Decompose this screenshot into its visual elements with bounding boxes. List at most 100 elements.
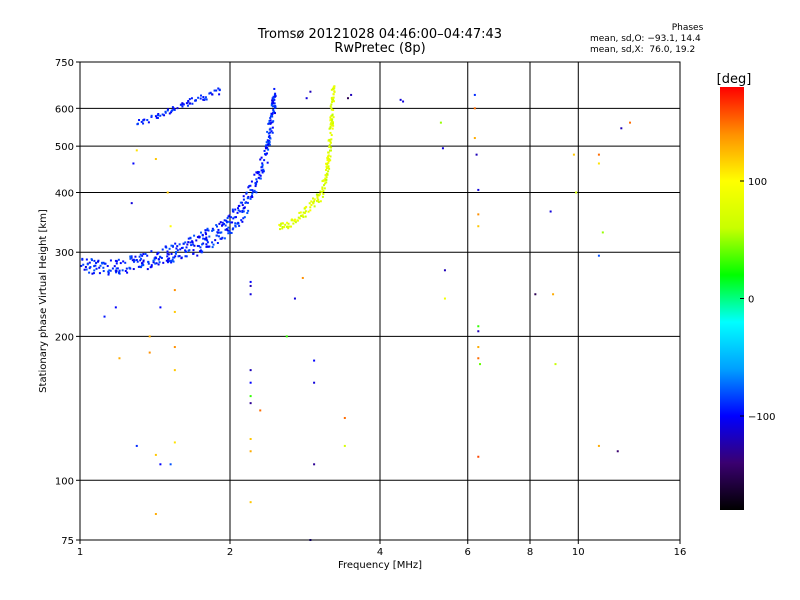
x-mode-point <box>292 222 295 225</box>
o-mode-point <box>147 260 150 263</box>
x-mode-point <box>329 125 332 128</box>
x-mode-point <box>321 180 324 183</box>
o-mode-point <box>85 268 88 271</box>
o-mode-point <box>159 255 162 258</box>
o-mode-point <box>257 176 260 179</box>
echo-points <box>80 85 632 541</box>
scatter-point <box>477 346 480 349</box>
o-mode-point <box>215 234 218 237</box>
o-mode-point <box>254 183 257 186</box>
o-mode-point <box>258 177 261 180</box>
x-mode-point <box>330 88 333 91</box>
o-mode-point <box>172 260 175 263</box>
o-mode-point <box>80 264 83 267</box>
o-mode-point <box>227 215 230 218</box>
o-mode-point <box>251 196 254 199</box>
o-mode-point <box>84 265 87 268</box>
o-mode-point <box>271 121 274 124</box>
x-mode-point <box>321 187 324 190</box>
o-mode-point <box>197 235 200 238</box>
o-mode-point <box>189 102 192 105</box>
o-mode-point <box>182 242 185 245</box>
o-mode-point <box>190 97 193 100</box>
o-mode-point <box>175 247 178 250</box>
o-mode-point <box>206 245 209 248</box>
x-mode-point <box>332 87 335 90</box>
o-mode-point <box>242 210 245 213</box>
o-mode-point <box>136 122 139 125</box>
x-mode-point <box>330 124 333 127</box>
scatter-point <box>259 409 262 412</box>
x-mode-point <box>322 179 325 182</box>
o-mode-point <box>201 243 204 246</box>
o-mode-point <box>221 224 224 227</box>
o-mode-point <box>190 244 193 247</box>
x-mode-point <box>327 154 330 157</box>
o-mode-point <box>217 87 220 90</box>
o-mode-point <box>98 272 101 275</box>
o-mode-point <box>156 116 159 119</box>
o-mode-point <box>181 105 184 108</box>
o-mode-point <box>197 96 200 99</box>
o-mode-point <box>250 180 253 183</box>
o-mode-point <box>157 263 160 266</box>
x-mode-point <box>330 134 333 137</box>
o-mode-point <box>109 259 112 262</box>
x-mode-point <box>288 225 291 228</box>
o-mode-point <box>193 234 196 237</box>
o-mode-point <box>178 243 181 246</box>
x-mode-point <box>313 198 316 201</box>
o-mode-point <box>203 237 206 240</box>
scatter-point <box>313 381 316 384</box>
o-mode-point <box>138 119 141 122</box>
o-mode-point <box>255 178 258 181</box>
x-axis: 1 2 4 6 8 10 16 <box>77 540 686 558</box>
x-mode-point <box>302 216 305 219</box>
x-mode-point <box>327 151 330 154</box>
o-mode-point <box>268 119 271 122</box>
o-mode-point <box>152 259 155 262</box>
scatter-point <box>477 325 480 328</box>
scatter-point <box>554 363 557 366</box>
o-mode-point <box>174 255 177 258</box>
y-tick-label: 400 <box>55 188 74 199</box>
o-mode-point <box>253 190 256 193</box>
o-mode-point <box>101 262 104 265</box>
o-mode-point <box>173 108 176 111</box>
o-mode-point <box>147 121 150 124</box>
o-mode-point <box>265 141 268 144</box>
scatter-point <box>473 107 476 110</box>
o-mode-point <box>256 180 259 183</box>
o-mode-point <box>122 260 125 263</box>
x-mode-point <box>330 103 333 106</box>
x-mode-point <box>278 223 281 226</box>
scatter-point <box>575 191 578 194</box>
scatter-point <box>350 93 353 96</box>
x-mode-point <box>318 193 321 196</box>
x-mode-point <box>332 116 335 119</box>
x-mode-point <box>331 98 334 101</box>
o-mode-point <box>88 261 91 264</box>
o-mode-point <box>166 109 169 112</box>
o-mode-point <box>268 142 271 145</box>
scatter-point <box>309 90 312 93</box>
o-mode-point <box>146 119 149 122</box>
o-mode-point <box>211 229 214 232</box>
o-mode-point <box>102 270 105 273</box>
o-mode-point <box>274 106 277 109</box>
o-mode-point <box>219 231 222 234</box>
o-mode-point <box>239 201 242 204</box>
o-mode-point <box>264 153 267 156</box>
o-mode-point <box>267 132 270 135</box>
o-mode-point <box>270 113 273 116</box>
x-mode-point <box>327 170 330 173</box>
o-mode-point <box>130 256 133 259</box>
x-mode-point <box>329 159 332 162</box>
o-mode-point <box>116 267 119 270</box>
o-mode-point <box>184 250 187 253</box>
scatter-point <box>154 513 157 516</box>
o-mode-point <box>274 104 277 107</box>
o-mode-point <box>266 161 269 164</box>
phases-summary: Phases mean, sd,O: −93.1, 14.4 mean, sd,… <box>590 23 770 56</box>
